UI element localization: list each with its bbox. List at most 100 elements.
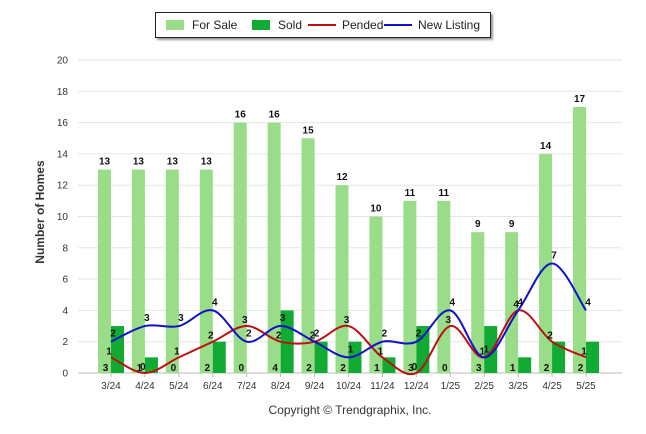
- x-tick-label: 11/24: [370, 381, 395, 392]
- x-tick-label: 9/24: [305, 381, 325, 392]
- bars: [98, 106, 600, 373]
- x-tick-label: 2/25: [474, 381, 494, 392]
- y-tick-label: 2: [62, 337, 68, 348]
- y-tick-label: 8: [62, 243, 68, 254]
- y-tick-label: 10: [57, 212, 69, 223]
- label-new-listing: 4: [450, 297, 456, 308]
- bar-sold: [111, 326, 124, 373]
- label-for-sale: 11: [439, 188, 450, 199]
- lines: [110, 262, 587, 376]
- pended-swatch: [308, 24, 336, 26]
- bar-for-sale: [267, 122, 281, 373]
- label-pended: 4: [513, 299, 519, 310]
- label-new-listing: 3: [144, 313, 150, 324]
- label-pended: 0: [140, 362, 146, 373]
- label-for-sale: 14: [540, 141, 552, 152]
- bar-for-sale: [471, 232, 485, 373]
- label-for-sale: 9: [475, 219, 481, 230]
- label-new-listing: 2: [416, 329, 422, 340]
- x-tick-label: 8/24: [271, 381, 291, 392]
- label-new-listing: 7: [551, 250, 557, 261]
- bar-sold: [586, 341, 600, 373]
- label-sold: 3: [103, 363, 109, 374]
- bar-sold: [382, 357, 396, 373]
- label-new-listing: 1: [483, 344, 489, 355]
- label-for-sale: 13: [201, 157, 213, 168]
- y-tick-label: 4: [62, 306, 68, 317]
- label-sold: 0: [442, 363, 448, 374]
- x-tick-label: 12/24: [404, 381, 429, 392]
- label-new-listing: 2: [382, 329, 388, 340]
- x-tick-label: 4/25: [542, 381, 562, 392]
- y-axis-label: Number of Homes: [33, 160, 47, 264]
- label-for-sale: 16: [269, 110, 281, 121]
- sold-swatch: [252, 20, 270, 30]
- y-tick-label: 18: [57, 87, 69, 98]
- bar-sold: [348, 341, 362, 373]
- label-new-listing: 1: [348, 344, 354, 355]
- new-listing-swatch: [384, 24, 412, 26]
- label-new-listing: 2: [314, 329, 320, 340]
- bar-for-sale: [165, 169, 179, 373]
- new-listing-line: [110, 262, 587, 359]
- legend-label-for-sale: For Sale: [192, 18, 238, 32]
- label-pended: 3: [446, 315, 452, 326]
- bar-for-sale: [98, 169, 111, 373]
- bar-for-sale: [573, 106, 587, 373]
- y-tick-label: 14: [57, 149, 69, 160]
- y-axis-ticks: 0 2 4 6 8 10 12 14 16 18 20: [57, 56, 69, 380]
- legend-label-new-listing: New Listing: [418, 18, 481, 32]
- label-sold: 2: [578, 363, 584, 374]
- y-tick-label: 0: [62, 369, 68, 380]
- label-sold: 2: [306, 363, 312, 374]
- label-new-listing: 2: [246, 329, 252, 340]
- x-tick-label: 6/24: [203, 381, 223, 392]
- label-for-sale: 9: [509, 219, 515, 230]
- label-for-sale: 13: [133, 157, 145, 168]
- label-new-listing: 2: [110, 329, 116, 340]
- bar-for-sale: [131, 169, 145, 373]
- label-sold: 2: [340, 363, 346, 374]
- bar-for-sale: [505, 232, 519, 373]
- label-new-listing: 4: [212, 297, 218, 308]
- x-tick-label: 4/24: [135, 381, 155, 392]
- bar-sold: [144, 357, 158, 373]
- x-tick-label: 3/24: [101, 381, 121, 392]
- label-sold: 1: [374, 363, 380, 374]
- label-sold: 2: [544, 363, 550, 374]
- label-pended: 2: [310, 331, 316, 342]
- label-new-listing: 4: [585, 297, 591, 308]
- label-for-sale: 13: [167, 157, 179, 168]
- bar-sold: [518, 357, 532, 373]
- label-for-sale: 11: [405, 188, 416, 199]
- bar-for-sale: [301, 138, 315, 373]
- copyright-text: Copyright © Trendgraphix, Inc.: [268, 403, 432, 417]
- label-sold: 1: [510, 363, 516, 374]
- label-sold: 3: [476, 363, 482, 374]
- label-sold: 3: [408, 363, 414, 374]
- label-new-listing: 3: [178, 313, 184, 324]
- label-pended: 2: [208, 331, 214, 342]
- legend: For Sale Sold Pended New Listing: [155, 12, 491, 38]
- label-new-listing: 3: [280, 313, 286, 324]
- x-tick-label: 7/24: [237, 381, 257, 392]
- y-tick-label: 6: [62, 275, 68, 286]
- y-tick-label: 12: [57, 181, 69, 192]
- label-for-sale: 10: [370, 204, 382, 215]
- label-pended: 1: [174, 346, 180, 357]
- label-for-sale: 13: [99, 157, 111, 168]
- x-tick-label: 5/24: [169, 381, 189, 392]
- bar-sold: [314, 341, 328, 373]
- label-pended: 1: [106, 346, 112, 357]
- label-pended: 1: [479, 346, 485, 357]
- label-pended: 1: [581, 346, 587, 357]
- pended-line: [110, 309, 587, 376]
- bar-for-sale: [233, 122, 247, 373]
- bar-for-sale: [369, 216, 383, 373]
- x-tick-label: 10/24: [336, 381, 361, 392]
- y-tick-label: 16: [57, 118, 69, 129]
- label-sold: 4: [272, 363, 278, 374]
- label-for-sale: 15: [303, 125, 315, 136]
